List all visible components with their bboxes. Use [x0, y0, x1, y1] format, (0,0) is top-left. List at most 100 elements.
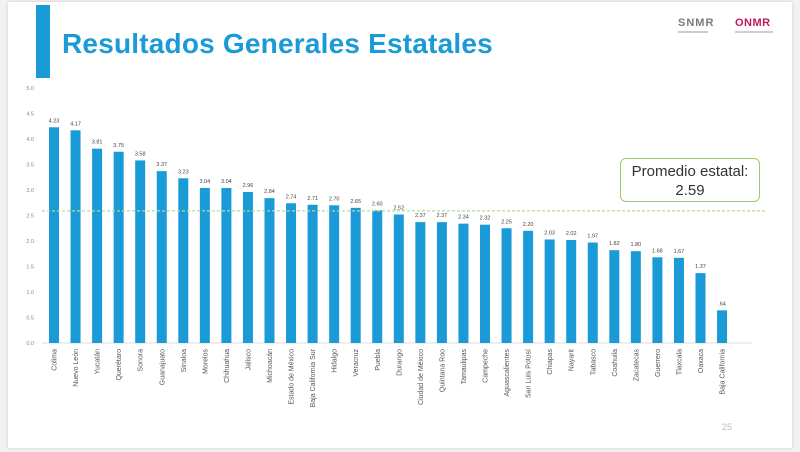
bar — [480, 224, 490, 343]
category-label: Sonora — [138, 349, 145, 372]
category-label: Guanajuato — [159, 349, 166, 385]
data-label: 2.20 — [523, 222, 534, 228]
bar — [566, 239, 577, 343]
data-label: 2.03 — [544, 230, 555, 236]
y-tick-label: 0.0 — [26, 341, 34, 347]
data-label: 2.25 — [501, 219, 512, 225]
bar — [264, 198, 275, 343]
bar — [307, 204, 318, 343]
onmr-logo-text: ONMR — [735, 17, 771, 29]
data-label: 2.96 — [243, 183, 254, 189]
bar — [630, 251, 641, 343]
data-label: 1.67 — [674, 249, 685, 255]
category-label: Nayarit — [569, 349, 576, 371]
category-label: Baja California Sur — [310, 348, 317, 407]
bar — [113, 151, 124, 343]
data-label: 2.37 — [415, 213, 426, 219]
bar — [242, 192, 253, 343]
bar — [436, 222, 447, 343]
y-tick-label: 1.0 — [26, 290, 34, 296]
y-tick-label: 1.5 — [26, 265, 34, 271]
onmr-logo: ONMR — [735, 17, 771, 29]
data-label: 2.71 — [307, 196, 318, 202]
bar — [70, 130, 81, 343]
data-label: 3.58 — [135, 151, 146, 157]
category-label: Zacatecas — [633, 349, 640, 382]
data-label: 3.81 — [92, 140, 103, 146]
category-label: Nuevo León — [73, 349, 80, 387]
bar — [49, 127, 59, 344]
category-label: Puebla — [375, 349, 382, 371]
bar — [393, 214, 404, 343]
data-label: 1.82 — [609, 241, 620, 247]
y-tick-label: 2.5 — [26, 214, 34, 220]
bar — [609, 250, 620, 343]
category-label: Jalisco — [245, 349, 252, 371]
data-label: 3.04 — [199, 179, 210, 185]
y-tick-label: 3.5 — [26, 163, 34, 169]
category-label: Colima — [52, 349, 59, 371]
snmr-logo-text: SNMR — [678, 17, 715, 29]
category-label: Tabasco — [590, 349, 597, 375]
y-tick-label: 3.0 — [26, 188, 34, 194]
data-label: 2.74 — [286, 194, 297, 200]
bar — [178, 178, 189, 343]
data-label: 2.02 — [566, 231, 577, 237]
bar — [286, 203, 297, 343]
category-label: Baja California — [720, 349, 727, 395]
category-label: Morelos — [202, 349, 209, 374]
category-label: Chiapas — [547, 349, 554, 375]
category-label: Tlaxcala — [676, 349, 683, 375]
category-label: Coahuila — [612, 349, 619, 377]
bar — [673, 257, 684, 343]
average-label: Promedio estatal: — [631, 163, 749, 180]
bar — [501, 228, 512, 343]
category-label: Estado de México — [289, 349, 296, 405]
data-label: 4.23 — [49, 118, 60, 124]
category-label: Chihuahua — [224, 349, 231, 383]
bar — [221, 187, 232, 343]
category-label: Veracruz — [353, 349, 360, 377]
y-tick-label: 4.0 — [26, 137, 34, 143]
bar — [587, 242, 598, 343]
data-label: 2.32 — [480, 216, 491, 222]
bar — [458, 223, 469, 343]
bar — [135, 160, 146, 343]
bar — [329, 205, 340, 343]
title-accent-bar — [36, 5, 50, 78]
y-tick-label: 4.5 — [26, 112, 34, 118]
y-tick-label: 0.5 — [26, 316, 34, 322]
onmr-logo-subtext — [735, 31, 773, 33]
data-label: 1.80 — [630, 242, 641, 248]
data-label: 3.37 — [156, 162, 167, 168]
data-label: 2.52 — [393, 205, 404, 211]
category-label: Tamaulipas — [461, 349, 468, 385]
category-label: Michoacán — [267, 349, 274, 383]
category-label: Oaxaca — [698, 349, 705, 373]
data-label: 1.37 — [695, 264, 706, 270]
data-label: 2.34 — [458, 215, 469, 221]
category-label: Ciudad de México — [418, 349, 425, 405]
bar — [544, 239, 555, 343]
slide-title: Resultados Generales Estatales — [62, 28, 493, 59]
category-label: Campeche — [483, 349, 490, 383]
data-label: 3.23 — [178, 169, 189, 175]
data-label: 1.68 — [652, 248, 663, 254]
bar — [350, 207, 361, 343]
data-label: 1.97 — [587, 234, 598, 240]
page-number: 25 — [722, 422, 733, 432]
average-callout: Promedio estatal: 2.59 — [620, 158, 760, 202]
data-label: 4.17 — [70, 121, 81, 127]
category-label: Querétaro — [116, 349, 123, 381]
bar — [717, 310, 728, 343]
bar — [652, 257, 663, 343]
snmr-logo: SNMR — [678, 17, 714, 29]
bar — [415, 222, 426, 343]
data-label: 2.60 — [372, 201, 383, 207]
category-label: Hidalgo — [332, 349, 339, 373]
data-label: 3.04 — [221, 179, 232, 185]
bar — [523, 230, 534, 343]
average-value: 2.59 — [675, 182, 705, 199]
bar — [92, 148, 103, 343]
